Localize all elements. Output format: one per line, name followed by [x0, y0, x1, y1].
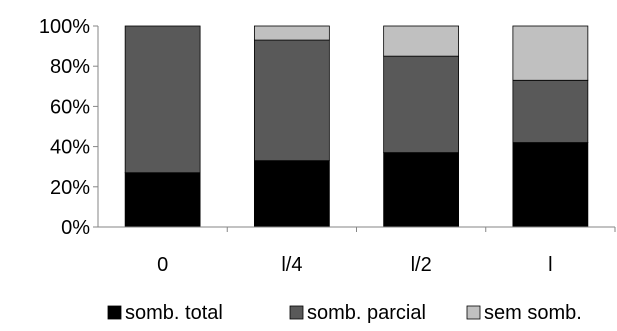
bar-segment [253, 160, 330, 228]
bar-segment [253, 25, 330, 41]
bar-segment [124, 172, 201, 228]
y-tick-label: 40% [50, 137, 90, 159]
x-tick-label: 0 [157, 254, 168, 276]
legend-label: somb. total [125, 302, 223, 324]
y-axis: 0% 20% 40% 60% 80% 100% [39, 16, 99, 239]
legend-label: somb. parcial [307, 302, 426, 324]
bar-segment [512, 25, 589, 81]
x-axis: 0 l/4 l/2 l [98, 226, 616, 276]
legend-swatch [107, 305, 122, 320]
y-tick-label: 60% [50, 96, 90, 118]
legend-swatch [466, 305, 481, 320]
x-tick-label: l/2 [411, 254, 432, 276]
bars [124, 25, 589, 228]
x-tick-label: l/4 [281, 254, 302, 276]
legend-label: sem somb. [484, 302, 582, 324]
y-tick-label: 20% [50, 177, 90, 199]
legend: somb. total somb. parcial sem somb. [107, 302, 582, 324]
bar-segment [383, 55, 460, 154]
y-tick-label: 100% [39, 16, 90, 38]
legend-swatch [289, 305, 304, 320]
x-tick-label: l [548, 254, 552, 276]
bar-segment [512, 142, 589, 228]
bar-segment [124, 25, 201, 174]
y-tick-label: 0% [61, 217, 90, 239]
bar-segment [383, 152, 460, 228]
y-tick-label: 80% [50, 56, 90, 78]
bar-segment [253, 39, 330, 162]
bar-segment [383, 25, 460, 57]
bar-segment [512, 79, 589, 143]
